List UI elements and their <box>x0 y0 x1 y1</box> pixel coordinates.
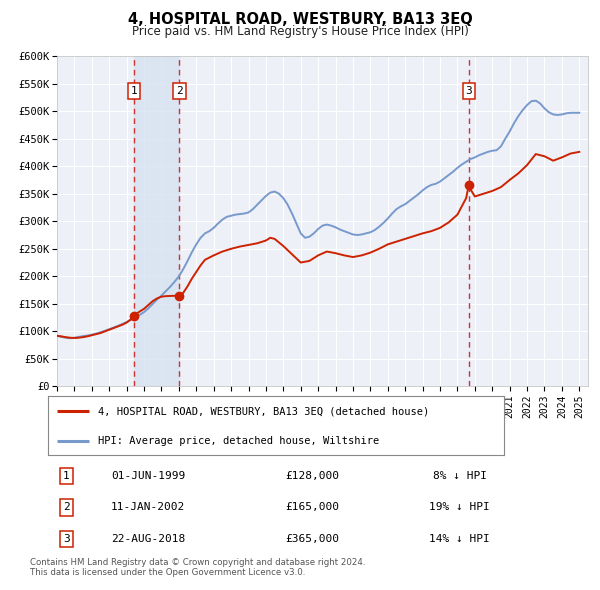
Text: 11-JAN-2002: 11-JAN-2002 <box>111 503 185 512</box>
Text: 01-JUN-1999: 01-JUN-1999 <box>111 471 185 481</box>
Text: £365,000: £365,000 <box>285 534 339 544</box>
Text: 2: 2 <box>63 503 70 512</box>
Text: 3: 3 <box>63 534 70 544</box>
Text: Contains HM Land Registry data © Crown copyright and database right 2024.
This d: Contains HM Land Registry data © Crown c… <box>30 558 365 577</box>
Text: 22-AUG-2018: 22-AUG-2018 <box>111 534 185 544</box>
Text: 4, HOSPITAL ROAD, WESTBURY, BA13 3EQ (detached house): 4, HOSPITAL ROAD, WESTBURY, BA13 3EQ (de… <box>98 407 430 416</box>
Text: 3: 3 <box>466 86 472 96</box>
Text: 1: 1 <box>131 86 137 96</box>
Text: 19% ↓ HPI: 19% ↓ HPI <box>430 503 490 512</box>
Bar <box>134 56 179 386</box>
Text: 8% ↓ HPI: 8% ↓ HPI <box>433 471 487 481</box>
Text: £128,000: £128,000 <box>285 471 339 481</box>
Text: 14% ↓ HPI: 14% ↓ HPI <box>430 534 490 544</box>
Text: HPI: Average price, detached house, Wiltshire: HPI: Average price, detached house, Wilt… <box>98 436 379 445</box>
Text: 1: 1 <box>63 471 70 481</box>
Text: £165,000: £165,000 <box>285 503 339 512</box>
Text: Price paid vs. HM Land Registry's House Price Index (HPI): Price paid vs. HM Land Registry's House … <box>131 25 469 38</box>
Text: 2: 2 <box>176 86 183 96</box>
Text: 4, HOSPITAL ROAD, WESTBURY, BA13 3EQ: 4, HOSPITAL ROAD, WESTBURY, BA13 3EQ <box>128 12 472 27</box>
